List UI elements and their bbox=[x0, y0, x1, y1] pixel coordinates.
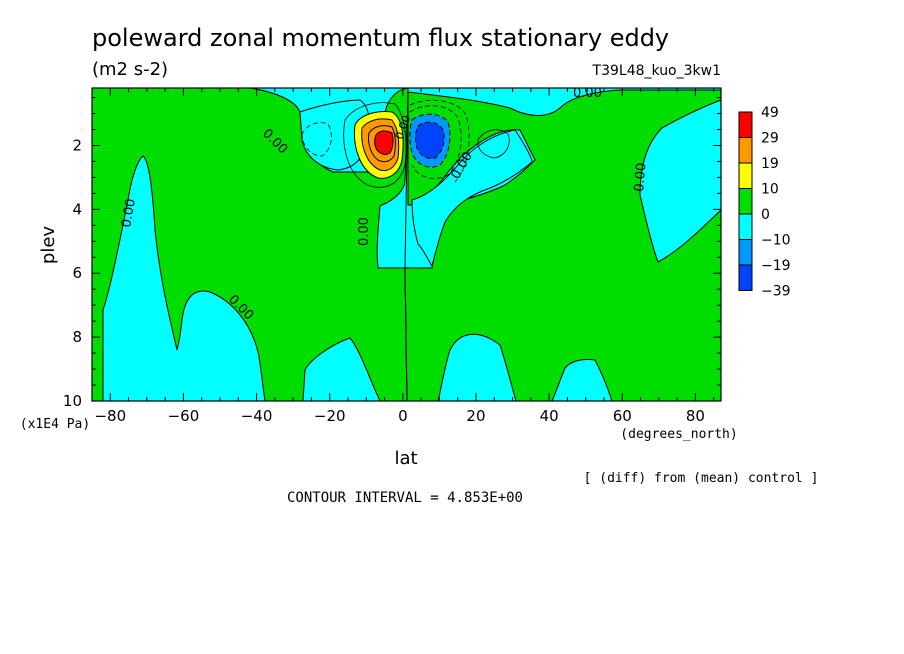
region-negative-north-interior bbox=[411, 129, 533, 268]
colorbar-label: 0 bbox=[761, 207, 770, 223]
x-axis-label: lat bbox=[394, 448, 417, 469]
plot-area: 0.00 0.00 0.00 0.00 0.00 0.00 0.00 0.00 bbox=[92, 86, 721, 401]
y-tick-label: 8 bbox=[72, 328, 82, 346]
x-axis-units: (degrees_north) bbox=[620, 427, 737, 442]
colorbar-swatch bbox=[738, 162, 753, 189]
x-tick-label: −60 bbox=[168, 407, 200, 425]
x-tick-label: −40 bbox=[241, 407, 273, 425]
y-tick-label: 6 bbox=[72, 264, 82, 282]
contour-pocket-left bbox=[301, 122, 332, 157]
y-axis-units: (x1E4 Pa) bbox=[20, 417, 90, 432]
colorbar-label: 10 bbox=[761, 182, 779, 198]
chart-title: poleward zonal momentum flux stationary … bbox=[92, 24, 669, 52]
x-tick-label: 20 bbox=[466, 407, 485, 425]
colorbar-swatch bbox=[738, 239, 753, 266]
contour-label: 0.00 bbox=[119, 198, 139, 229]
x-tick-label: −20 bbox=[314, 407, 346, 425]
colorbar-label: −19 bbox=[761, 258, 791, 274]
colorbar-swatch bbox=[738, 137, 753, 164]
experiment-label: T39L48_kuo_3kw1 bbox=[592, 63, 721, 79]
y-tick-label: 2 bbox=[72, 136, 82, 154]
x-tick-label: 80 bbox=[686, 407, 705, 425]
x-tick-label: 60 bbox=[613, 407, 632, 425]
y-tick-label: 4 bbox=[72, 200, 82, 218]
colorbar-label: −10 bbox=[761, 233, 791, 249]
colorbar-swatch bbox=[738, 213, 753, 240]
contour-negative-outer bbox=[409, 105, 462, 179]
contour-positive-outer bbox=[343, 102, 407, 188]
colorbar-label: 19 bbox=[761, 156, 779, 172]
region-negative-39 bbox=[415, 121, 445, 159]
colorbar-label: 49 bbox=[761, 105, 779, 121]
colorbar-swatch bbox=[738, 188, 753, 215]
contour-label: 0.00 bbox=[573, 86, 602, 101]
colorbar: 49 29 19 10 0 −10 −19 −39 bbox=[738, 105, 791, 300]
colorbar-label: 29 bbox=[761, 131, 779, 147]
diff-note: [ (diff) from (mean) control ] bbox=[584, 471, 819, 486]
contour-label: 0.00 bbox=[357, 217, 372, 246]
colorbar-label: −39 bbox=[761, 284, 791, 300]
colorbar-swatch bbox=[738, 264, 753, 291]
x-tick-label: 0 bbox=[398, 407, 408, 425]
contour-pocket-right bbox=[477, 129, 510, 159]
y-axis-label: plev bbox=[38, 226, 59, 265]
plot-frame bbox=[91, 87, 722, 402]
contour-label: 0.00 bbox=[632, 162, 649, 192]
contour-negative-mid bbox=[409, 99, 470, 183]
x-tick-label: 40 bbox=[540, 407, 559, 425]
chart-units: (m2 s-2) bbox=[92, 59, 168, 80]
y-tick-label: 10 bbox=[63, 392, 82, 410]
contour-zero-equator bbox=[404, 88, 409, 401]
axes: −80 −60 −40 −20 0 20 40 60 80 2 4 6 8 10 bbox=[63, 87, 722, 425]
x-tick-label: −80 bbox=[94, 407, 126, 425]
region-positive-max bbox=[374, 130, 394, 155]
colorbar-swatch bbox=[738, 111, 753, 138]
contour-interval: CONTOUR INTERVAL = 4.853E+00 bbox=[287, 490, 523, 506]
